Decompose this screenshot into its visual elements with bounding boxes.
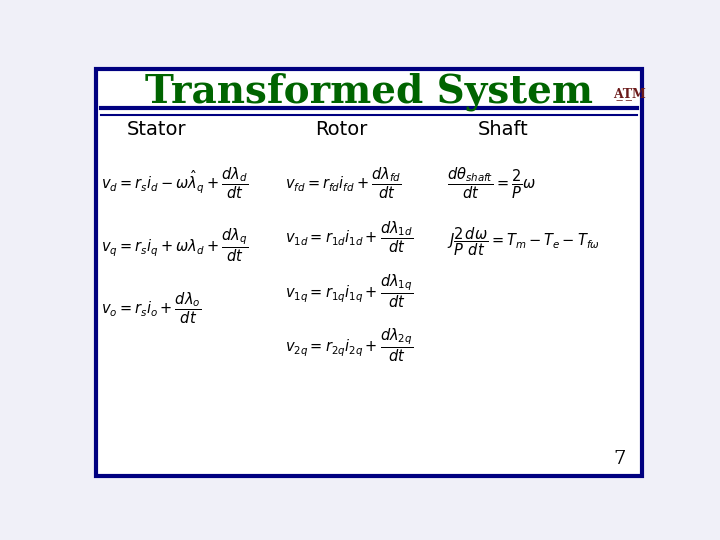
Text: Stator: Stator (127, 120, 186, 139)
Text: $v_{2q} = r_{2q} i_{2q} + \dfrac{d\lambda_{2q}}{dt}$: $v_{2q} = r_{2q} i_{2q} + \dfrac{d\lambd… (285, 327, 414, 364)
Text: Transformed System: Transformed System (145, 72, 593, 111)
Text: $J\dfrac{2}{P}\dfrac{d\omega}{dt} = T_m - T_e - T_{f\omega}$: $J\dfrac{2}{P}\dfrac{d\omega}{dt} = T_m … (447, 225, 600, 258)
Text: $v_d = r_s i_d - \omega\hat{\lambda}_q + \dfrac{d\lambda_d}{dt}$: $v_d = r_s i_d - \omega\hat{\lambda}_q +… (101, 166, 248, 201)
Text: $v_o = r_s i_o + \dfrac{d\lambda_o}{dt}$: $v_o = r_s i_o + \dfrac{d\lambda_o}{dt}$ (101, 291, 202, 326)
FancyBboxPatch shape (96, 69, 642, 476)
Text: A̲T̲M: A̲T̲M (613, 87, 645, 100)
Text: $v_{1d} = r_{1d} i_{1d} + \dfrac{d\lambda_{1d}}{dt}$: $v_{1d} = r_{1d} i_{1d} + \dfrac{d\lambd… (285, 220, 414, 255)
Text: Rotor: Rotor (315, 120, 367, 139)
Text: $v_{fd} = r_{fd} i_{fd} + \dfrac{d\lambda_{fd}}{dt}$: $v_{fd} = r_{fd} i_{fd} + \dfrac{d\lambd… (285, 166, 402, 201)
Text: 7: 7 (613, 450, 626, 468)
Text: $v_q = r_s i_q + \omega\lambda_d + \dfrac{d\lambda_q}{dt}$: $v_q = r_s i_q + \omega\lambda_d + \dfra… (101, 227, 248, 265)
Text: Shaft: Shaft (477, 120, 528, 139)
Text: $\dfrac{d\theta_{shaft}}{dt} = \dfrac{2}{P}\omega$: $\dfrac{d\theta_{shaft}}{dt} = \dfrac{2}… (447, 166, 536, 201)
Text: $v_{1q} = r_{1q} i_{1q} + \dfrac{d\lambda_{1q}}{dt}$: $v_{1q} = r_{1q} i_{1q} + \dfrac{d\lambd… (285, 273, 414, 310)
